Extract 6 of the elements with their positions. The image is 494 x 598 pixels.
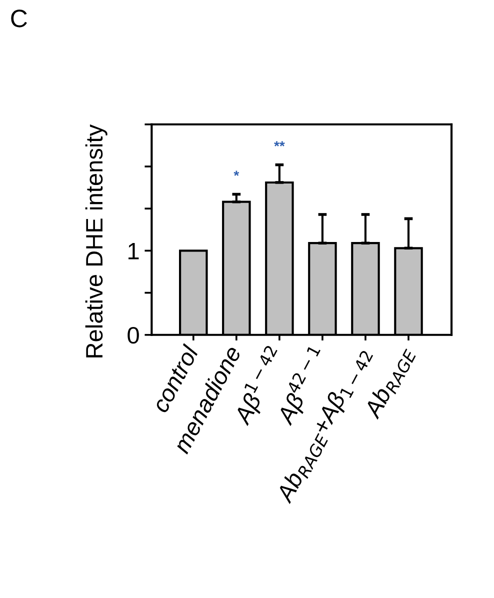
y-tick-label: 1: [128, 242, 139, 260]
annotation: *: [234, 170, 240, 176]
y-axis-title: Relative DHE intensity: [85, 124, 108, 358]
text: C: [11, 10, 27, 28]
annotation: **: [274, 141, 285, 146]
y-tick-label: 0: [128, 326, 139, 344]
